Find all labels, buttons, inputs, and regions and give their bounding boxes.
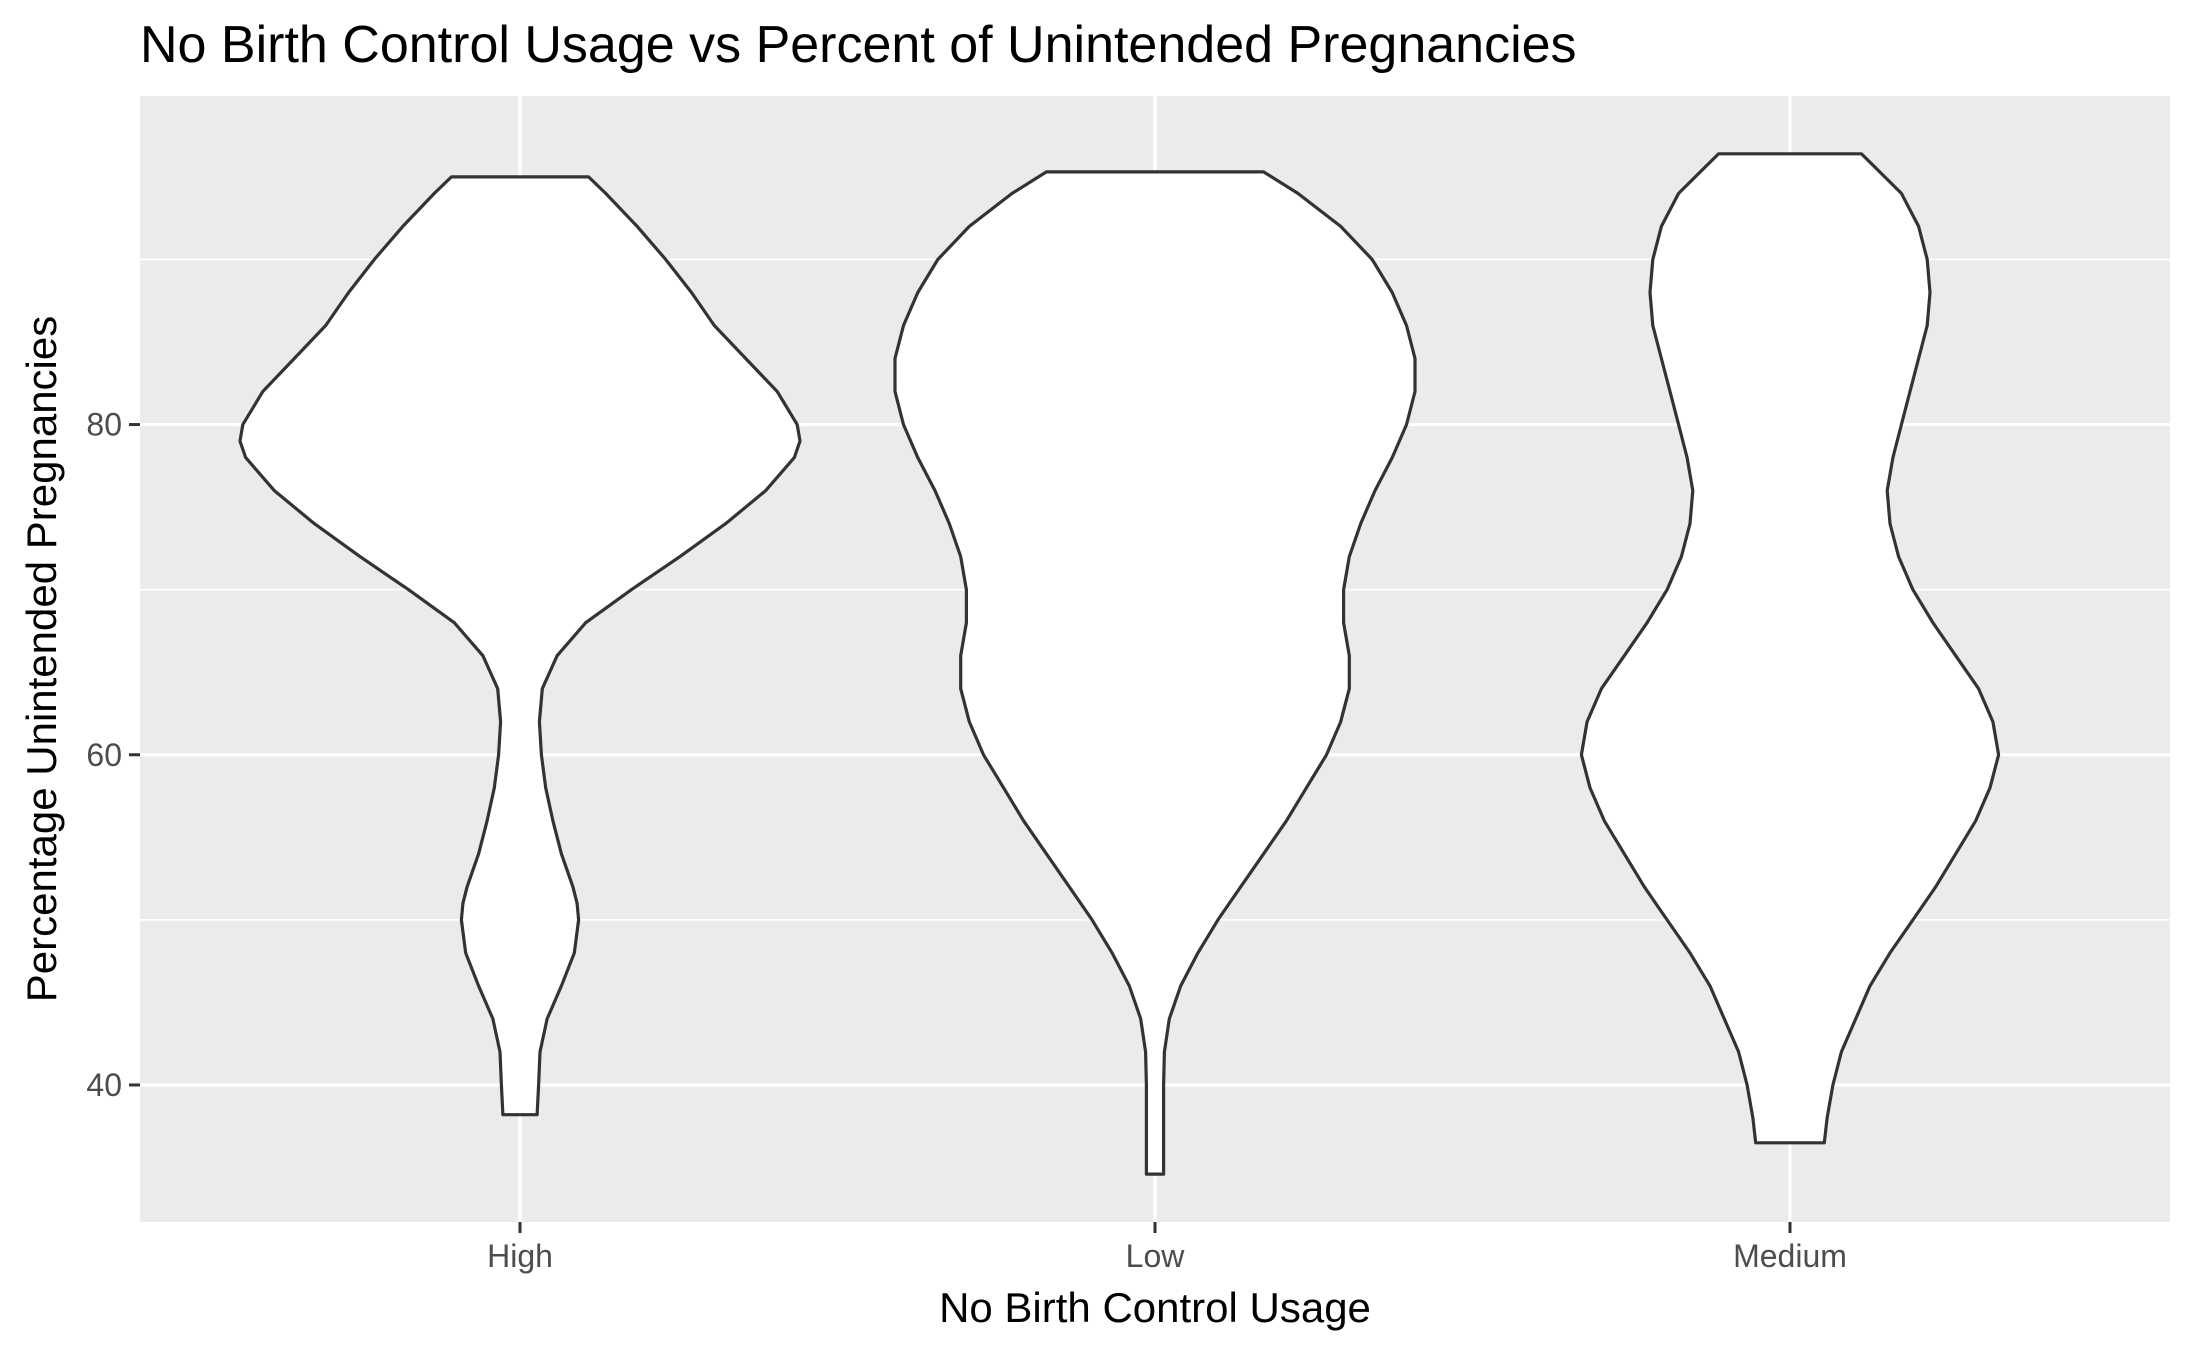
chart-title: No Birth Control Usage vs Percent of Uni… xyxy=(140,16,1577,74)
x-axis-title: No Birth Control Usage xyxy=(939,1284,1371,1331)
y-axis: 40 60 80 xyxy=(86,407,140,1103)
x-axis: High Low Medium xyxy=(487,1222,1847,1274)
x-tick-label: Low xyxy=(1126,1238,1186,1274)
y-axis-title: Percentage Unintended Pregnancies xyxy=(18,316,65,1002)
violins xyxy=(238,152,2001,1176)
x-tick-label: Medium xyxy=(1733,1238,1847,1274)
y-tick-label: 80 xyxy=(86,407,122,443)
y-tick-label: 60 xyxy=(86,737,122,773)
violin-medium xyxy=(1579,152,2001,1145)
y-tick-label: 40 xyxy=(86,1067,122,1103)
violin-high xyxy=(238,175,802,1117)
violin-low xyxy=(893,170,1417,1176)
x-tick-label: High xyxy=(487,1238,553,1274)
